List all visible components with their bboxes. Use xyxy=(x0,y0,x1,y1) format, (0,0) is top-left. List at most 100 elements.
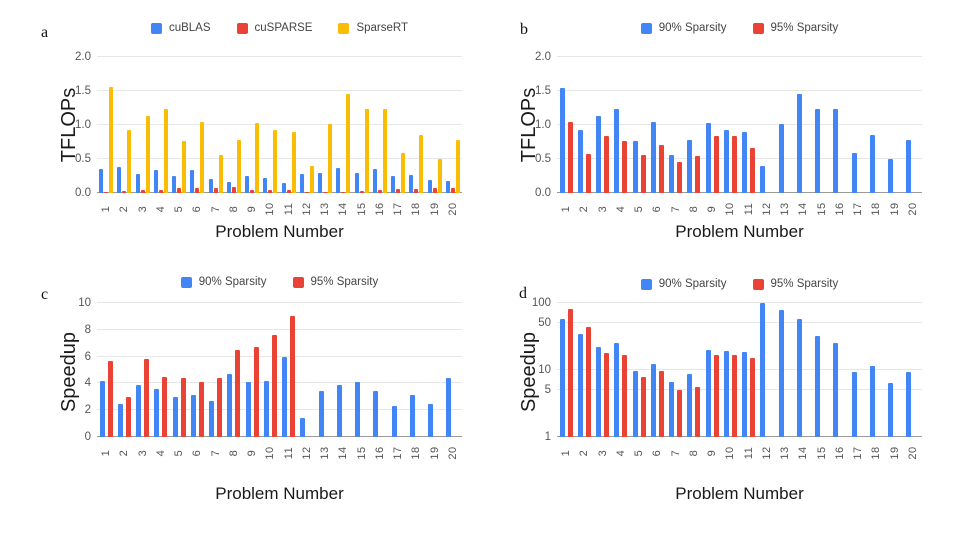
legend-label: 90% Sparsity xyxy=(658,278,727,290)
gridline xyxy=(97,90,462,91)
bar xyxy=(217,378,223,437)
y-tick-label: 0 xyxy=(84,431,91,443)
bar xyxy=(622,140,628,193)
bar xyxy=(833,343,839,437)
bar-group: 9 xyxy=(243,57,261,212)
bar-group: 14 xyxy=(334,303,352,460)
bar xyxy=(263,380,269,437)
bar xyxy=(135,173,140,193)
x-tick-label: 9 xyxy=(246,205,259,213)
x-axis-title: Problem Number xyxy=(675,484,804,503)
bar-group: 15 xyxy=(813,303,831,460)
bar xyxy=(346,93,351,193)
gridline xyxy=(97,409,462,411)
x-tick-label: 10 xyxy=(724,202,737,216)
bar xyxy=(446,378,452,437)
bar-group: 9 xyxy=(243,303,261,456)
bar-group: 5 xyxy=(630,57,648,212)
y-tick-label: 8 xyxy=(84,323,91,336)
bar xyxy=(796,93,802,193)
x-tick-label: 15 xyxy=(815,202,828,216)
bar-group: 2 xyxy=(115,303,133,456)
y-tick-label: 1 xyxy=(544,431,551,443)
x-tick-label: 18 xyxy=(870,202,883,216)
bar-group: 13 xyxy=(776,303,794,460)
bar xyxy=(336,167,341,193)
panel-letter-d: d xyxy=(519,285,527,302)
legend-item: 90% Sparsity xyxy=(640,22,727,34)
bar xyxy=(299,173,304,193)
x-tick-label: 7 xyxy=(209,449,222,457)
bar xyxy=(705,122,711,193)
bar xyxy=(869,365,875,437)
gridline xyxy=(557,322,922,324)
bar xyxy=(127,129,132,193)
bar xyxy=(731,354,737,437)
legend-label: cuSPARSE xyxy=(254,22,313,34)
bar-group: 15 xyxy=(353,57,371,216)
bar-group: 20 xyxy=(444,303,462,460)
x-tick-label: 13 xyxy=(319,202,332,216)
y-tick-label: 50 xyxy=(538,317,551,330)
bar-group: 20 xyxy=(904,57,922,216)
bar xyxy=(723,129,729,193)
x-tick-label: 19 xyxy=(888,202,901,216)
y-tick-label: 4 xyxy=(84,377,91,390)
x-tick-label: 15 xyxy=(815,446,828,460)
legend-swatch xyxy=(752,278,764,290)
y-ticks: 1 5 10 50 100 xyxy=(509,297,551,443)
y-tick-label: 2 xyxy=(84,404,91,417)
x-tick-label: 15 xyxy=(355,202,368,216)
bar xyxy=(833,109,839,193)
plot-area: 0 2 4 6 8 10 1 2 3 4 5 6 7 8 9 10 11 12 13 14 15 16 17 18 19 20 xyxy=(78,297,462,460)
bar xyxy=(318,172,323,193)
x-tick-label: 17 xyxy=(852,446,865,460)
bar-group: 16 xyxy=(371,303,389,460)
y-tick-label: 0.0 xyxy=(535,187,551,199)
bar xyxy=(622,354,628,437)
bar xyxy=(209,400,215,437)
x-tick-label: 10 xyxy=(264,202,277,216)
bar-group: 4 xyxy=(152,303,170,456)
bar-group: 11 xyxy=(280,303,298,459)
bar xyxy=(162,376,168,437)
legend-item: SparseRT xyxy=(338,22,408,34)
bar xyxy=(658,370,664,437)
x-tick-label: 12 xyxy=(760,202,773,216)
gridlines xyxy=(557,302,922,437)
bar xyxy=(632,370,638,437)
y-tick-label: 0.5 xyxy=(535,153,551,165)
x-tick-label: 6 xyxy=(651,449,664,457)
x-axis-title: Problem Number xyxy=(675,222,804,241)
x-tick-label: 20 xyxy=(446,202,459,216)
bar-group: 11 xyxy=(280,57,298,215)
bar-group: 8 xyxy=(225,57,243,212)
bar-group: 8 xyxy=(685,57,703,212)
bar xyxy=(145,116,150,193)
gridlines xyxy=(557,56,922,193)
bar xyxy=(263,178,268,193)
bar xyxy=(372,169,377,193)
gridline xyxy=(557,124,922,125)
x-tick-label: 6 xyxy=(651,205,664,213)
bar-group: 6 xyxy=(648,303,666,456)
y-tick-label: 1.5 xyxy=(535,85,551,97)
bar-group: 4 xyxy=(612,303,630,456)
x-tick-label: 2 xyxy=(578,449,591,457)
y-tick-label: 10 xyxy=(538,364,551,376)
y-tick-label: 1.0 xyxy=(535,119,551,131)
bar-group: 12 xyxy=(298,303,316,460)
panel-d: d 90% Sparsity 95% Sparsity Speedup 1 5 10 5… xyxy=(490,270,940,532)
bar-group: 1 xyxy=(97,57,115,212)
bar xyxy=(355,382,361,437)
bar-group: 10 xyxy=(721,303,739,460)
bar-group: 2 xyxy=(575,303,593,456)
bar xyxy=(144,359,150,437)
panel-letter-a: a xyxy=(41,24,49,41)
y-ticks: 0.0 0.5 1.0 1.5 2.0 xyxy=(49,51,91,199)
gridline xyxy=(97,56,462,57)
x-tick-label: 12 xyxy=(760,446,773,460)
x-tick-label: 15 xyxy=(355,446,368,460)
bar xyxy=(182,140,187,193)
